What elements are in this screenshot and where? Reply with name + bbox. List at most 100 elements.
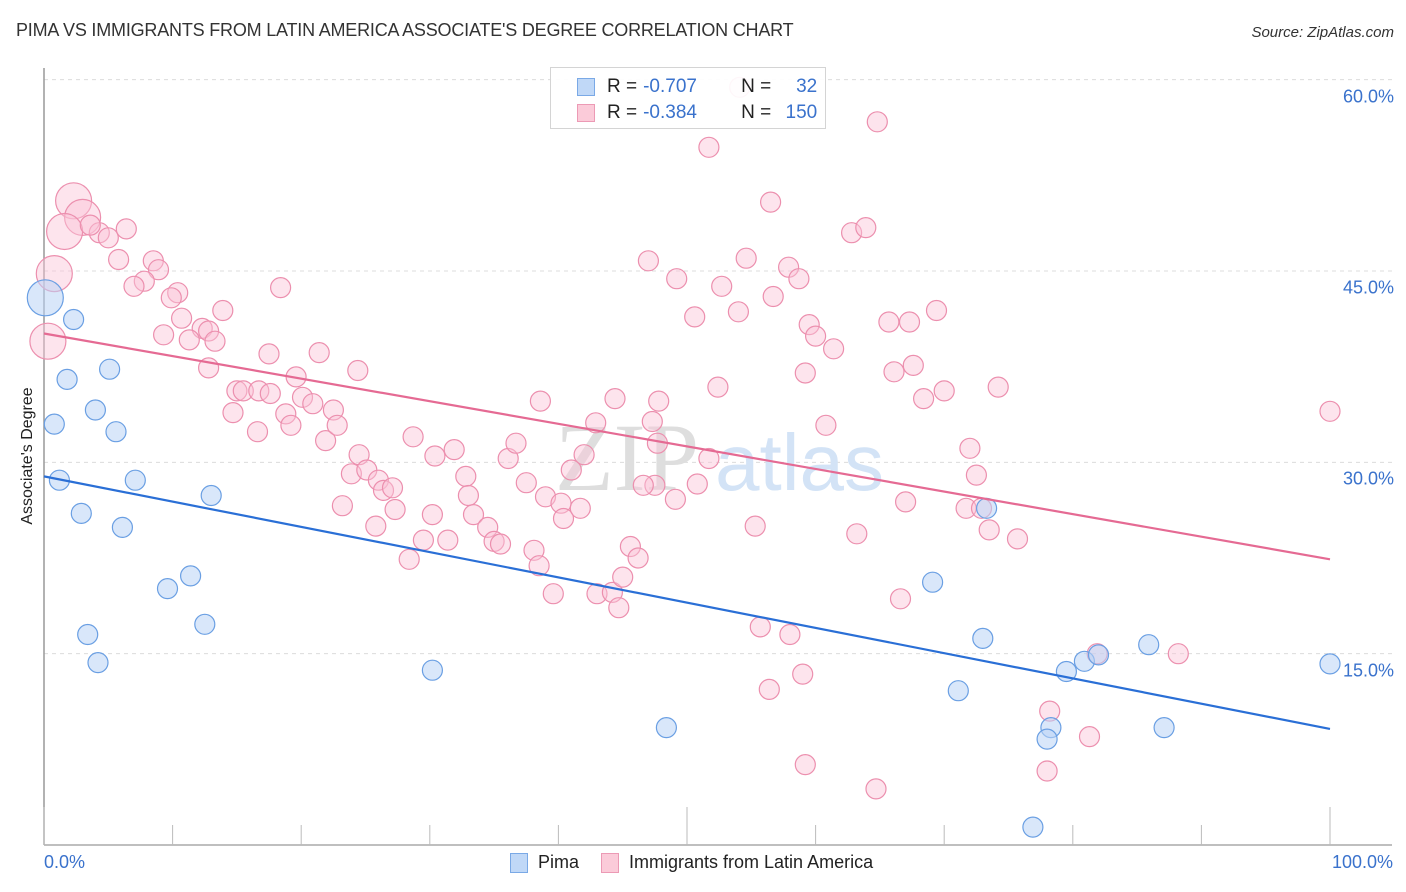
immigrants-point bbox=[421, 503, 443, 526]
immigrants-point bbox=[528, 555, 550, 577]
immigrants-point bbox=[1167, 643, 1189, 665]
r-label: R = bbox=[607, 102, 638, 123]
immigrants-point bbox=[115, 218, 137, 240]
immigrants-point bbox=[878, 311, 900, 333]
x-tick-label-max: 100.0% bbox=[1331, 852, 1393, 872]
immigrants-point bbox=[648, 390, 670, 412]
immigrants-point bbox=[365, 515, 387, 537]
pima-point bbox=[43, 413, 65, 435]
immigrants-point bbox=[437, 529, 459, 551]
immigrants-point bbox=[29, 322, 67, 360]
immigrants-point bbox=[735, 247, 757, 269]
immigrants-point bbox=[54, 182, 93, 220]
immigrants-point bbox=[792, 663, 814, 685]
immigrants-point bbox=[644, 474, 666, 496]
immigrants-point bbox=[331, 495, 353, 517]
immigrants-point bbox=[372, 479, 395, 501]
immigrants-point bbox=[198, 320, 220, 342]
pima-point bbox=[84, 399, 107, 421]
immigrants-point bbox=[270, 277, 292, 299]
immigrants-point bbox=[259, 382, 281, 405]
immigrants-point bbox=[542, 583, 564, 605]
axes bbox=[43, 68, 1392, 846]
immigrants-point bbox=[489, 533, 512, 555]
immigrants-point bbox=[866, 111, 888, 133]
immigrants-point bbox=[865, 778, 887, 800]
pima-swatch-icon bbox=[510, 852, 528, 873]
immigrants-point bbox=[315, 430, 337, 452]
series-legend: Pima Immigrants from Latin America bbox=[510, 852, 895, 873]
immigrants-point bbox=[794, 753, 816, 776]
legend-item-immigrants[interactable]: Immigrants from Latin America bbox=[601, 852, 873, 873]
pima-point bbox=[421, 659, 443, 681]
immigrants-point bbox=[552, 507, 575, 530]
immigrants-point bbox=[794, 362, 816, 384]
immigrants-point bbox=[45, 212, 84, 251]
immigrants-point bbox=[727, 301, 750, 323]
immigrants-point bbox=[402, 426, 424, 448]
immigrants-point bbox=[275, 403, 297, 425]
immigrants-point bbox=[684, 306, 706, 328]
immigrants-point bbox=[232, 380, 254, 402]
immigrants-point bbox=[641, 410, 663, 433]
immigrants-point bbox=[978, 519, 1000, 541]
immigrants-point bbox=[107, 248, 130, 271]
immigrants-point bbox=[1006, 528, 1029, 550]
pima-point bbox=[70, 502, 92, 525]
series-pima-points bbox=[26, 279, 1341, 838]
immigrants-point bbox=[384, 498, 406, 521]
y-axis-label: Associate's Degree bbox=[19, 387, 36, 525]
immigrants-point bbox=[698, 136, 720, 158]
immigrants-point bbox=[762, 285, 784, 308]
immigrants-point bbox=[443, 439, 465, 461]
immigrants-swatch-icon bbox=[601, 852, 620, 873]
immigrants-point bbox=[457, 484, 479, 507]
immigrants-point bbox=[226, 380, 248, 402]
immigrants-point bbox=[759, 191, 782, 213]
immigrants-point bbox=[123, 275, 145, 297]
chart-title: PIMA VS IMMIGRANTS FROM LATIN AMERICA AS… bbox=[16, 20, 794, 40]
watermark: ZIP atlas bbox=[555, 404, 884, 511]
pima-point bbox=[947, 680, 969, 702]
immigrants-point bbox=[744, 515, 766, 537]
immigrants-point bbox=[965, 464, 988, 486]
y-tick-label: 15.0% bbox=[1342, 660, 1394, 681]
r-label: R = bbox=[607, 76, 638, 97]
pima-point bbox=[194, 613, 216, 635]
immigrants-point bbox=[381, 477, 404, 499]
immigrants-point bbox=[664, 488, 687, 510]
immigrants-point bbox=[1319, 400, 1341, 422]
immigrants-point bbox=[855, 217, 877, 239]
immigrants-point bbox=[291, 386, 314, 408]
immigrants-point bbox=[573, 444, 595, 466]
immigrants-point bbox=[326, 414, 348, 436]
pima-point bbox=[156, 577, 179, 600]
n-label: N = bbox=[741, 102, 772, 123]
immigrants-point bbox=[398, 548, 420, 570]
immigrants-point bbox=[933, 380, 955, 402]
immigrants-point bbox=[666, 268, 688, 290]
pima-point bbox=[200, 484, 222, 507]
immigrants-swatch-icon bbox=[577, 104, 595, 122]
pima-point bbox=[87, 651, 109, 674]
pima-point bbox=[98, 358, 121, 380]
immigrants-point bbox=[1036, 760, 1058, 782]
pima-point bbox=[111, 516, 134, 539]
trendlines bbox=[43, 332, 1331, 731]
immigrants-point bbox=[97, 227, 119, 249]
y-tick-label: 30.0% bbox=[1342, 468, 1394, 489]
immigrants-point bbox=[171, 307, 193, 329]
immigrants-point bbox=[585, 412, 607, 434]
immigrants-point bbox=[758, 678, 780, 701]
immigrants-point bbox=[925, 299, 948, 322]
pima-point bbox=[1022, 816, 1044, 838]
pima-point bbox=[26, 279, 64, 317]
immigrants-point bbox=[79, 214, 101, 236]
watermark-zip: ZIP bbox=[555, 404, 699, 511]
immigrants-point bbox=[412, 529, 434, 551]
legend-item-pima[interactable]: Pima bbox=[510, 852, 579, 873]
pima-point bbox=[1138, 634, 1160, 656]
n-label: N = bbox=[741, 76, 772, 97]
immigrants-point bbox=[505, 432, 527, 454]
gridlines bbox=[44, 79, 1392, 655]
